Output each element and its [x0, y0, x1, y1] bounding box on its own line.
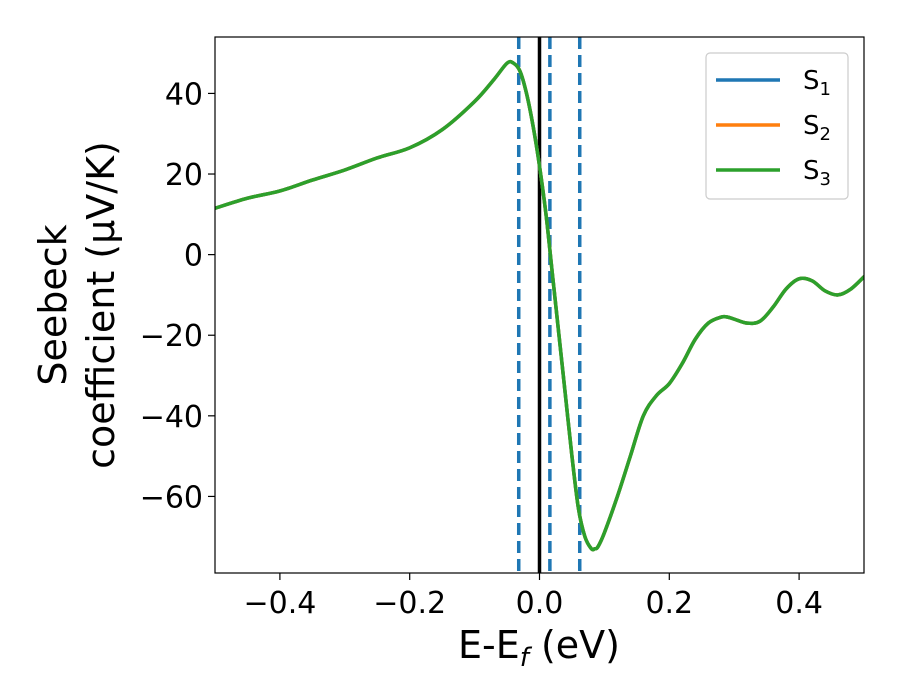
x-axis-title-base: E-E [458, 623, 520, 667]
y-tick-label: 20 [165, 158, 203, 193]
y-axis-ticks: −60 −40 −20 0 20 40 [140, 77, 215, 515]
y-tick-label: −40 [140, 400, 203, 435]
y-tick-label: 40 [165, 77, 203, 112]
y-axis-title: Seebeck coefficient (μV/K) [31, 141, 123, 469]
y-tick-label: −20 [140, 319, 203, 354]
x-axis-ticks: −0.4 −0.2 0.0 0.2 0.4 [243, 573, 823, 621]
legend-label-base: S [803, 156, 820, 186]
x-tick-label: −0.2 [373, 586, 446, 621]
x-axis-title: E-Ef (eV) [458, 623, 620, 673]
legend-label-s2: S2 [803, 111, 831, 145]
x-tick-label: −0.4 [243, 586, 316, 621]
x-tick-label: 0.0 [516, 586, 564, 621]
x-axis-title-unit: (eV) [529, 623, 620, 667]
legend-label-base: S [803, 111, 820, 141]
legend-label-base: S [803, 66, 820, 96]
legend-label-s1: S1 [803, 66, 831, 100]
y-axis-title-line2: coefficient (μV/K) [79, 141, 123, 469]
x-tick-label: 0.2 [645, 586, 693, 621]
y-axis-title-line1: Seebeck [31, 224, 75, 385]
y-tick-label: −60 [140, 480, 203, 515]
vertical-lines [516, 37, 582, 573]
legend-label-sub: 2 [820, 124, 831, 145]
legend-label-sub: 3 [820, 169, 831, 190]
series-line-s3 [215, 59, 864, 552]
y-tick-label: 0 [184, 239, 203, 274]
legend-label-s3: S3 [803, 156, 831, 190]
x-tick-label: 0.4 [775, 586, 823, 621]
legend-label-sub: 1 [820, 79, 831, 100]
series-layer [215, 59, 864, 552]
